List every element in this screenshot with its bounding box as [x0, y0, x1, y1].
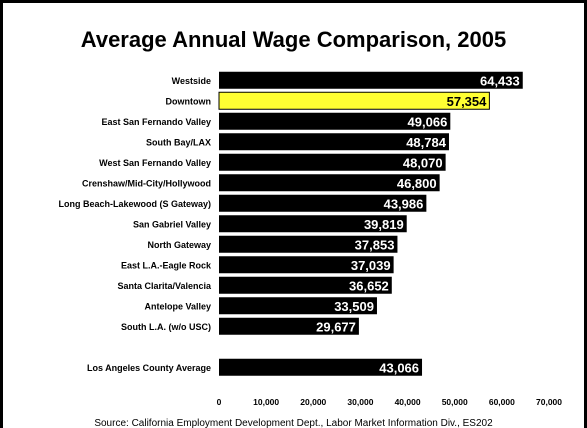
category-label: South Bay/LAX [146, 137, 211, 147]
data-label: 57,354 [447, 94, 488, 109]
category-label: East L.A.-Eagle Rock [121, 260, 212, 270]
bar [218, 91, 490, 110]
chart-title: Average Annual Wage Comparison, 2005 [80, 27, 507, 52]
bar [219, 174, 440, 192]
bar [219, 256, 394, 274]
category-label: South L.A. (w/o USC) [121, 322, 211, 332]
category-label: North Gateway [147, 240, 211, 250]
x-tick-label: 40,000 [395, 397, 421, 407]
bar [219, 194, 427, 212]
data-label: 39,819 [364, 217, 404, 232]
category-label: Antelope Valley [144, 301, 211, 311]
data-label: 37,039 [351, 258, 391, 273]
category-label: East San Fernando Valley [101, 117, 211, 127]
category-label: Long Beach-Lakewood (S Gateway) [58, 199, 211, 209]
source-note: Source: California Employment Developmen… [94, 418, 493, 428]
bar [219, 215, 407, 233]
data-label: 49,066 [408, 114, 448, 129]
bar [219, 71, 523, 89]
bar [219, 235, 398, 253]
bar [219, 133, 449, 151]
category-label: Los Angeles County Average [87, 363, 211, 373]
x-tick-label: 10,000 [253, 397, 279, 407]
data-label: 43,066 [379, 360, 419, 375]
bar [219, 276, 392, 294]
x-tick-label: 70,000 [536, 397, 562, 407]
x-tick-label: 30,000 [347, 397, 373, 407]
category-label: Downtown [166, 96, 212, 106]
category-label: Westside [172, 76, 211, 86]
bar [219, 358, 423, 376]
category-label: San Gabriel Valley [133, 219, 211, 229]
data-label: 43,986 [384, 196, 424, 211]
chart-frame: Average Annual Wage Comparison, 2005 Wes… [3, 3, 584, 428]
category-label: West San Fernando Valley [99, 158, 211, 168]
data-label: 48,784 [406, 135, 447, 150]
bar [219, 317, 359, 335]
data-label: 64,433 [480, 73, 520, 88]
x-tick-label: 50,000 [442, 397, 468, 407]
data-label: 48,070 [403, 155, 443, 170]
data-label: 37,853 [355, 237, 395, 252]
category-label: Santa Clarita/Valencia [117, 281, 212, 291]
bar [219, 153, 446, 171]
bar [219, 112, 451, 130]
x-tick-label: 0 [217, 397, 222, 407]
data-label: 33,509 [334, 299, 374, 314]
bar-chart: Westside 64,433 Downtown 57,354 East San Fer… [58, 71, 562, 407]
category-label: Crenshaw/Mid-City/Hollywood [82, 178, 211, 188]
data-label: 46,800 [397, 176, 437, 191]
data-label: 36,652 [349, 278, 389, 293]
bar [219, 297, 377, 315]
x-tick-label: 60,000 [489, 397, 515, 407]
x-tick-label: 20,000 [300, 397, 326, 407]
data-label: 29,677 [316, 319, 356, 334]
